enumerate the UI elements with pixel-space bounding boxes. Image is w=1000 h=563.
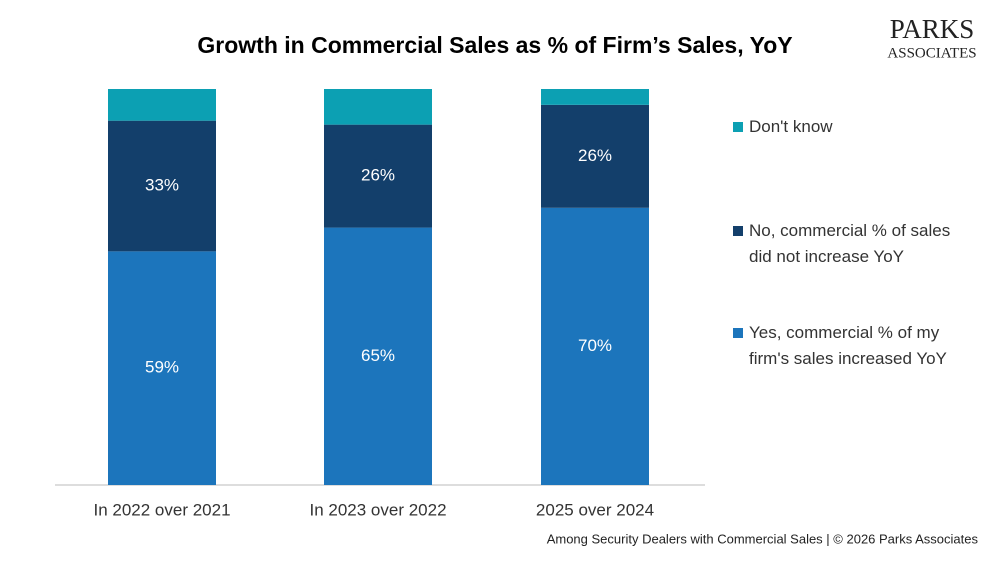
bar-segment bbox=[108, 89, 216, 121]
chart-title: Growth in Commercial Sales as % of Firm’… bbox=[197, 32, 792, 58]
legend-entry: Don't know bbox=[733, 114, 964, 140]
bar-segment bbox=[108, 251, 216, 485]
bar-segment bbox=[324, 124, 432, 228]
bar-segment bbox=[541, 104, 649, 208]
x-tick-label: 2025 over 2024 bbox=[536, 500, 654, 519]
logo: PARKS bbox=[890, 14, 975, 44]
legend-label: No, commercial % of sales did not increa… bbox=[749, 221, 951, 266]
legend-swatch bbox=[733, 226, 743, 236]
bar-segment bbox=[324, 89, 432, 125]
data-label: 70% bbox=[578, 336, 612, 355]
bar-segment bbox=[541, 207, 649, 486]
data-label: 59% bbox=[145, 358, 179, 377]
data-label: 26% bbox=[578, 146, 612, 165]
legend-label: Yes, commercial % of my firm's sales inc… bbox=[749, 323, 947, 368]
bar-segment bbox=[108, 120, 216, 252]
legend-entry: Yes, commercial % of my firm's sales inc… bbox=[733, 320, 964, 372]
data-label: 33% bbox=[145, 176, 179, 195]
x-tick-label: In 2023 over 2022 bbox=[309, 500, 446, 519]
legend-label: Don't know bbox=[749, 117, 833, 136]
x-tick-label: In 2022 over 2021 bbox=[93, 500, 230, 519]
legend-swatch bbox=[733, 122, 743, 132]
bar-segment bbox=[541, 89, 649, 105]
footnote: Among Security Dealers with Commercial S… bbox=[547, 531, 979, 546]
logo: ASSOCIATES bbox=[887, 45, 976, 61]
legend-swatch bbox=[733, 328, 743, 338]
legend-entry: No, commercial % of sales did not increa… bbox=[733, 218, 964, 270]
bar-segment bbox=[324, 227, 432, 485]
data-label: 65% bbox=[361, 346, 395, 365]
data-label: 26% bbox=[361, 166, 395, 185]
